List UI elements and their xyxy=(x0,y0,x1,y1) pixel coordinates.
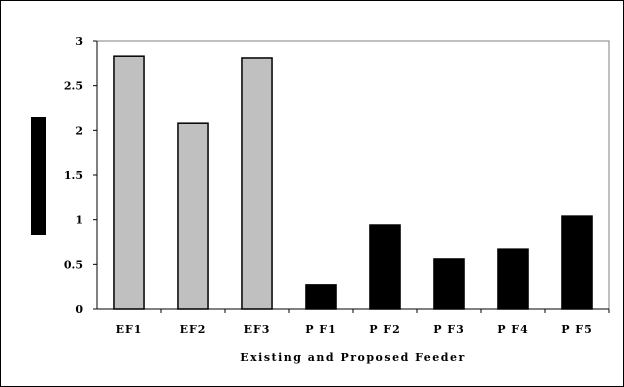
x-tick-label: P F1 xyxy=(305,323,337,336)
bars-layer xyxy=(113,55,593,310)
x-ticks-layer: EF1 EF2 EF3 P F1 P F2 P F3 P F4 P F5 xyxy=(116,309,610,336)
bar-ef2 xyxy=(177,122,209,310)
bar-ef3 xyxy=(241,57,273,310)
bar-pf1 xyxy=(305,284,337,310)
y-tick-label: 3 xyxy=(75,35,83,48)
y-ticks-layer: 0 0.5 1 1.5 2 2.5 3 xyxy=(64,35,97,316)
plot-area-border xyxy=(96,40,610,310)
y-axis-label-block xyxy=(31,117,46,235)
x-tick-label: EF1 xyxy=(116,323,143,336)
bar-pf3 xyxy=(433,258,465,310)
x-axis-title: Existing and Proposed Feeder xyxy=(240,351,466,364)
x-tick-label: P F2 xyxy=(369,323,401,336)
y-tick-label: 1.5 xyxy=(64,169,83,182)
x-tick-label: EF2 xyxy=(180,323,207,336)
bar-ef1 xyxy=(113,55,145,310)
y-tick-label: 0.5 xyxy=(64,258,83,271)
bar-pf2 xyxy=(369,224,401,310)
bar-pf5 xyxy=(561,215,593,310)
x-tick-label: P F5 xyxy=(561,323,593,336)
y-tick-label: 2.5 xyxy=(64,80,83,93)
y-tick-label: 1 xyxy=(75,214,83,227)
y-tick-label: 0 xyxy=(75,303,83,316)
x-tick-label: P F3 xyxy=(433,323,465,336)
bar-pf4 xyxy=(497,248,529,310)
x-tick-label: EF3 xyxy=(244,323,271,336)
y-tick-label: 2 xyxy=(75,124,83,137)
x-tick-label: P F4 xyxy=(497,323,529,336)
